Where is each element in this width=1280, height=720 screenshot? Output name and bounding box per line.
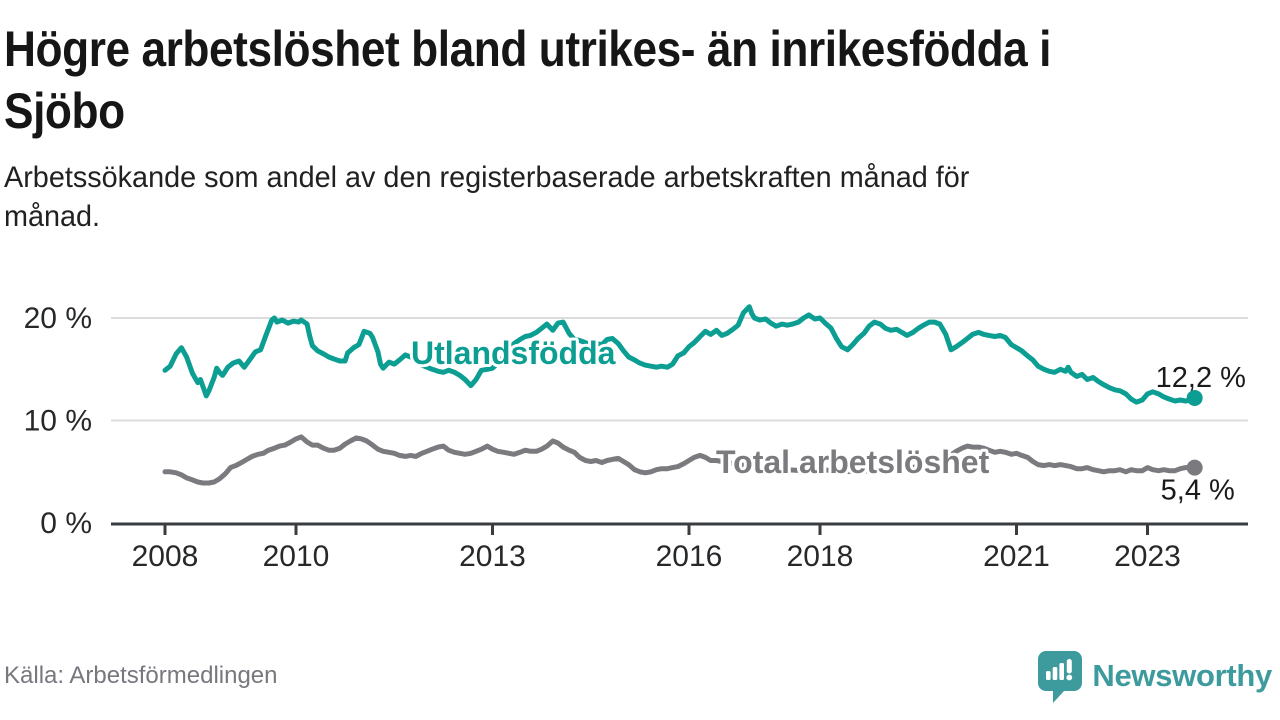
title-line-2: Sjöbo [4, 83, 125, 139]
series-label-2: Total arbetslöshet [716, 444, 990, 480]
logo-exclamation-dot [1066, 674, 1073, 680]
series-label-1: Utlandsfödda [411, 335, 616, 371]
chart-subtitle: Arbetssökande som andel av den registerb… [4, 158, 969, 236]
x-tick-label: 2010 [263, 540, 330, 573]
y-tick-label: 20 % [24, 302, 92, 335]
logo-bar-3 [1059, 662, 1065, 680]
y-tick-label: 10 % [24, 405, 92, 438]
newsworthy-wordmark: Newsworthy [1092, 658, 1272, 693]
title-line-1: Högre arbetslöshet bland utrikes- än inr… [4, 21, 1052, 77]
series-line-1 [162, 304, 1198, 405]
x-tick-label: 2018 [787, 540, 854, 573]
x-tick-label: 2023 [1114, 540, 1181, 573]
series-end-dot-1 [1186, 389, 1203, 406]
source-note: Källa: Arbetsförmedlingen [4, 662, 278, 689]
series-value-label-1: 12,2 % [1156, 362, 1246, 394]
series-line-2 [162, 434, 1198, 486]
subtitle-line-1: Arbetssökande som andel av den registerb… [4, 161, 970, 194]
x-tick-label: 2013 [459, 540, 526, 573]
series-value-label-2: 5,4 % [1161, 475, 1235, 507]
newsworthy-logo-icon [1038, 650, 1083, 703]
x-tick-label: 2021 [983, 540, 1050, 573]
page-title: Högre arbetslöshet bland utrikes- än inr… [4, 18, 1051, 142]
chart-footer: Källa: Arbetsförmedlingen Newsworthy [0, 646, 1280, 706]
x-tick-label: 2016 [656, 540, 723, 573]
logo-exclamation-bar [1067, 658, 1073, 673]
y-tick-label: 0 % [40, 507, 92, 540]
logo-bar-2 [1053, 666, 1058, 680]
x-tick-label: 2008 [132, 540, 199, 573]
newsworthy-logo: Newsworthy [1037, 650, 1272, 703]
series-end-dot-2 [1186, 459, 1203, 476]
logo-bar-1 [1046, 670, 1051, 680]
subtitle-line-2: månad. [4, 200, 101, 233]
